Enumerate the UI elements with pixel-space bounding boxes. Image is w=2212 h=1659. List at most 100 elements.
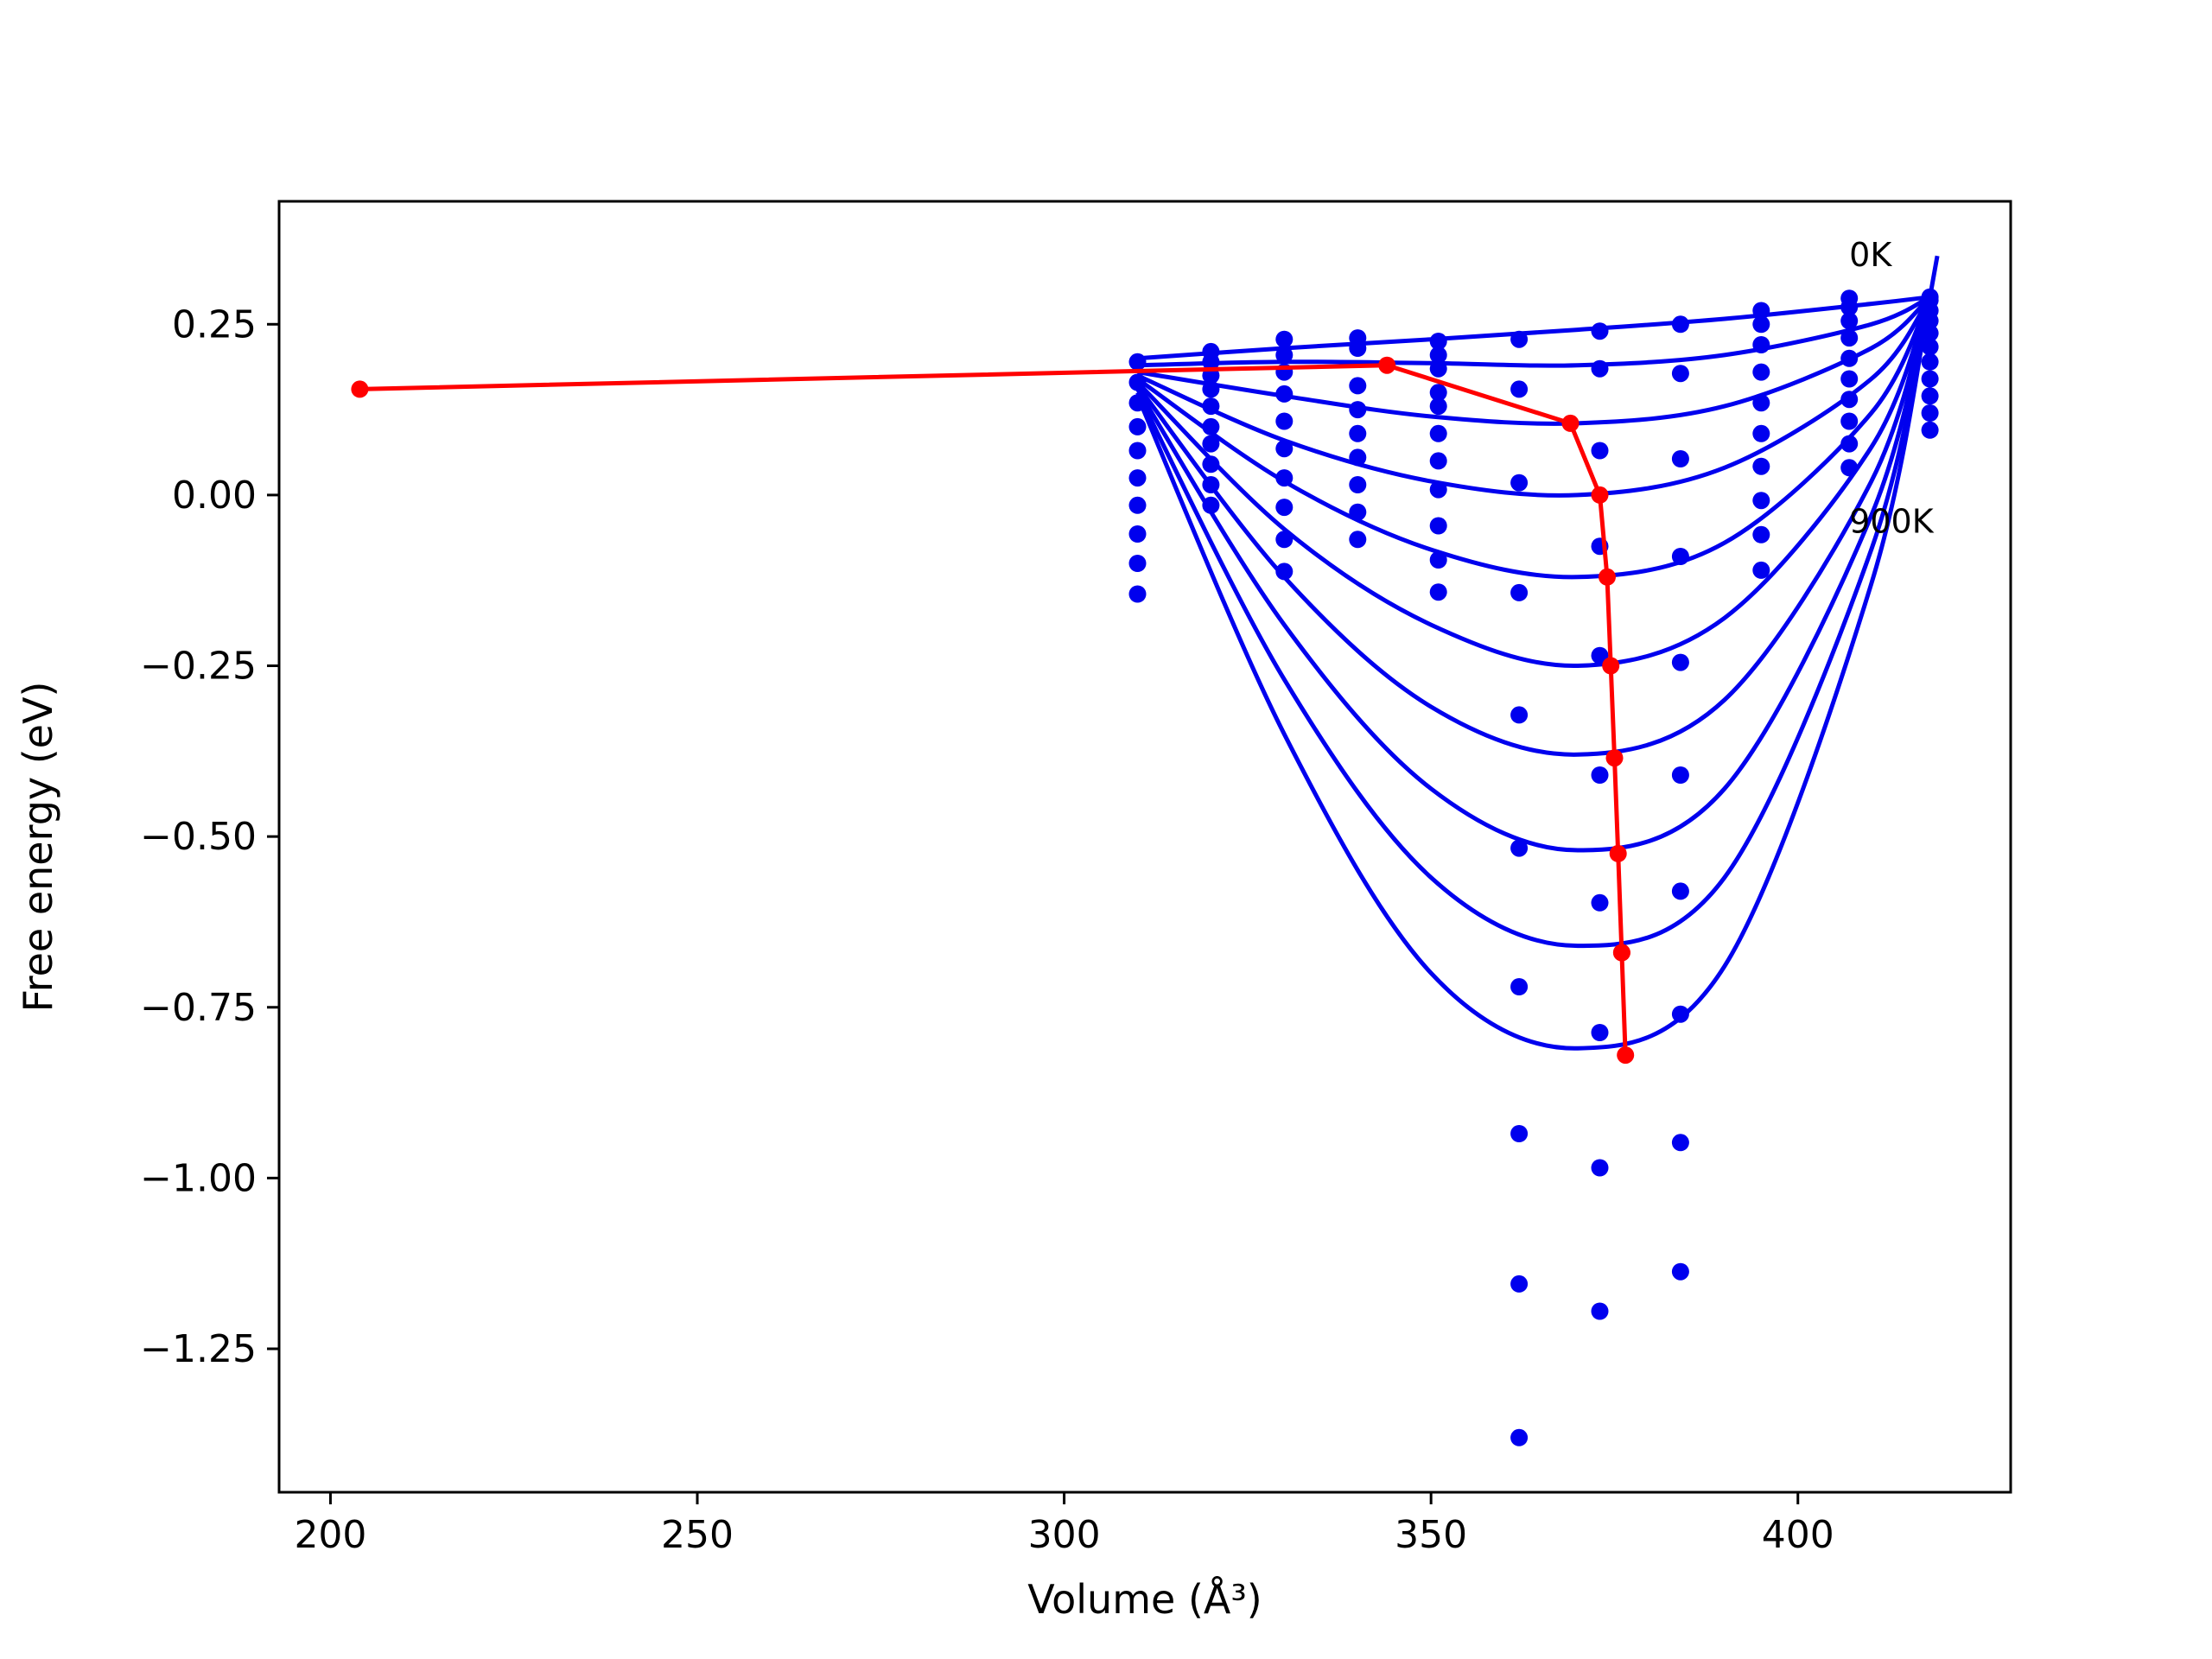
y-tick-label-1: −1.00 [140,1156,257,1200]
data-point-8-3 [1752,363,1770,381]
plot-area [351,255,1940,1446]
data-point-2-4 [1275,412,1294,430]
data-point-8-0 [1752,302,1770,320]
equilibrium-point-5 [1602,657,1620,675]
y-tick-label-6: 0.25 [172,302,257,346]
data-point-7-6 [1671,882,1689,900]
equilibrium-point-4 [1599,568,1616,586]
data-point-6-0 [1591,322,1609,340]
equilibrium-line [359,363,1628,1056]
equilibrium-point-6 [1605,749,1624,767]
data-point-6-8 [1591,1159,1609,1177]
data-point-4-5 [1429,424,1447,442]
data-point-7-0 [1671,315,1689,334]
data-point-1-9 [1202,496,1220,514]
data-point-9-6 [1840,391,1859,409]
equilibrium-point-7 [1609,844,1627,862]
data-point-10-3 [1921,312,1939,330]
data-point-8-7 [1752,492,1770,510]
data-point-0-9 [1128,585,1147,603]
data-point-9-3 [1840,329,1859,347]
data-point-7-8 [1671,1134,1689,1152]
data-point-0-3 [1128,417,1147,435]
data-point-10-8 [1921,387,1939,405]
data-point-3-4 [1349,424,1367,442]
data-point-2-6 [1275,469,1294,487]
data-point-8-6 [1752,457,1770,475]
fit-curve-0 [1137,295,1930,361]
data-point-5-5 [1510,839,1529,857]
data-point-10-4 [1921,324,1939,342]
data-point-7-5 [1671,766,1689,784]
data-point-8-9 [1752,561,1770,579]
fit-curve-5 [1135,296,1932,669]
data-point-0-4 [1128,442,1147,460]
x-tick-label-3: 350 [1395,1513,1467,1557]
data-point-3-1 [1349,340,1367,357]
data-point-8-2 [1752,336,1770,353]
data-point-6-9 [1591,1302,1609,1320]
data-point-1-7 [1202,455,1220,474]
data-point-4-9 [1429,551,1447,569]
data-point-9-1 [1840,298,1859,316]
data-point-5-2 [1510,474,1529,492]
fit-curve-9 [1135,296,1933,1051]
data-point-7-3 [1671,548,1689,565]
data-point-3-3 [1349,401,1367,419]
data-point-1-8 [1202,476,1220,493]
data-point-2-1 [1275,346,1294,364]
data-point-7-1 [1671,365,1689,383]
data-point-8-4 [1752,394,1770,412]
data-point-4-8 [1429,517,1447,535]
data-point-6-5 [1591,766,1609,784]
x-axis-label: Volume (Å³) [1027,1576,1262,1623]
data-point-5-8 [1510,1274,1529,1293]
data-point-6-2 [1591,442,1609,460]
axes-frame [277,200,2012,1494]
data-point-1-1 [1202,353,1220,371]
x-tick-label-0: 200 [294,1513,366,1557]
data-point-4-4 [1429,397,1447,416]
data-point-1-6 [1202,435,1220,453]
fit-curve-7 [1135,296,1933,853]
axes: 200 250 300 350 400 −1.25 −1.00 −0.75 −0.50 −0.25… [140,200,2012,1557]
data-point-1-4 [1202,397,1220,416]
data-point-3-5 [1349,448,1367,467]
data-point-9-7 [1840,412,1859,430]
data-point-9-9 [1840,459,1859,477]
equilibrium-point-2 [1561,414,1580,432]
data-point-6-6 [1591,893,1609,912]
x-tick-label-1: 250 [661,1513,734,1557]
data-point-2-7 [1275,499,1294,517]
data-point-5-6 [1510,978,1529,995]
data-point-9-8 [1840,435,1859,453]
y-tick-label-2: −0.75 [140,986,257,1030]
data-point-10-5 [1921,338,1939,356]
data-point-2-8 [1275,531,1294,549]
equilibrium-point-3 [1591,486,1609,504]
data-point-1-3 [1202,380,1220,398]
data-point-0-5 [1128,469,1147,487]
fit-curve-8 [1135,296,1933,949]
data-point-6-1 [1591,359,1609,378]
data-point-10-6 [1921,353,1939,371]
data-point-10-9 [1921,404,1939,422]
data-point-6-4 [1591,646,1609,664]
data-point-4-10 [1429,583,1447,601]
data-point-2-9 [1275,563,1294,581]
data-point-9-4 [1840,349,1859,367]
data-point-0-1 [1128,373,1147,391]
data-point-4-2 [1429,359,1447,378]
data-point-0-8 [1128,555,1147,572]
y-tick-label-3: −0.50 [140,815,257,859]
y-tick-label-0: −1.25 [140,1327,257,1371]
data-point-2-5 [1275,440,1294,458]
data-point-7-4 [1671,653,1689,671]
data-point-5-0 [1510,330,1529,348]
data-point-4-1 [1429,346,1447,364]
data-point-0-0 [1128,353,1147,371]
y-tick-label-4: −0.25 [140,645,257,689]
labels: Volume (Å³) Free energy (eV) 0K 900K [15,236,1935,1623]
equilibrium-point-9 [1612,944,1630,962]
